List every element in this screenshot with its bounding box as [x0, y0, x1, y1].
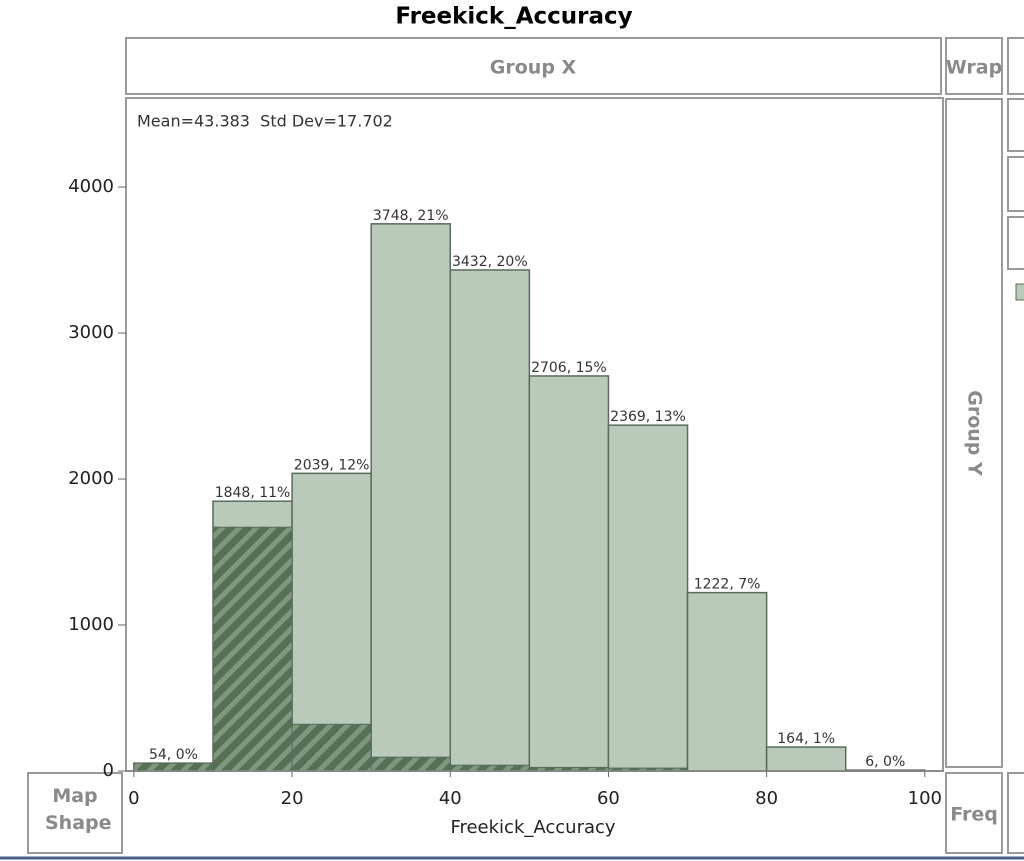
value-label: 1848, 11%: [215, 485, 291, 501]
bar: [686, 591, 768, 772]
side-zone[interactable]: [1007, 156, 1024, 212]
value-label: 6, 0%: [865, 754, 905, 770]
map-shape-label[interactable]: Map Shape: [45, 785, 112, 834]
value-label: 1222, 7%: [694, 577, 761, 593]
group-y-zone[interactable]: [945, 98, 1003, 768]
x-tick-label: 40: [439, 788, 462, 809]
y-tick-label: 2000: [68, 468, 114, 489]
value-label: 3432, 20%: [452, 254, 528, 270]
y-tick-label: 4000: [68, 176, 114, 197]
side-zone[interactable]: [1007, 37, 1024, 95]
selected-bar: [370, 756, 451, 772]
freq-zone[interactable]: [945, 772, 1003, 854]
x-tick-label: 20: [281, 788, 304, 809]
x-axis-title: Freekick_Accuracy: [450, 817, 615, 838]
bar: [607, 424, 689, 772]
value-label: 164, 1%: [777, 731, 835, 747]
side-zone[interactable]: [1007, 98, 1024, 152]
x-tick-label: 0: [128, 788, 139, 809]
group-y-label[interactable]: Group Y: [964, 390, 986, 476]
map-shape-label-box: Map Shape: [45, 785, 112, 834]
selected-bar: [291, 723, 372, 772]
y-tick-label: 3000: [68, 322, 114, 343]
bar: [528, 375, 610, 772]
bar: [449, 269, 531, 772]
wrap-zone[interactable]: [945, 37, 1003, 95]
chart-title: Freekick_Accuracy: [395, 4, 632, 30]
group-x-zone[interactable]: [125, 37, 942, 95]
x-tick-label: 80: [755, 788, 778, 809]
annotation: Mean=43.383 Std Dev=17.702: [137, 112, 393, 131]
bar: [765, 746, 847, 772]
value-label: 3748, 21%: [373, 208, 449, 224]
x-tick-label: 60: [597, 788, 620, 809]
freq-label[interactable]: Freq: [950, 804, 998, 826]
side-zone[interactable]: [1007, 772, 1024, 854]
value-label: 54, 0%: [149, 747, 198, 763]
legend-swatch[interactable]: [1015, 283, 1024, 301]
selected-bar: [212, 526, 293, 772]
wrap-label[interactable]: Wrap: [946, 57, 1002, 79]
x-tick-label: 100: [908, 788, 942, 809]
map-shape-zone[interactable]: [27, 772, 123, 854]
group-x-label[interactable]: Group X: [490, 57, 577, 79]
value-label: 2039, 12%: [294, 457, 370, 473]
y-tick-label: 1000: [68, 614, 114, 635]
value-label: 2369, 13%: [610, 409, 686, 425]
bar: [370, 223, 452, 772]
side-zone[interactable]: [1007, 216, 1024, 270]
selected-bar: [133, 762, 214, 772]
y-tick-label: 0: [103, 760, 114, 781]
value-label: 2706, 15%: [531, 360, 607, 376]
selected-bar: [449, 764, 530, 772]
